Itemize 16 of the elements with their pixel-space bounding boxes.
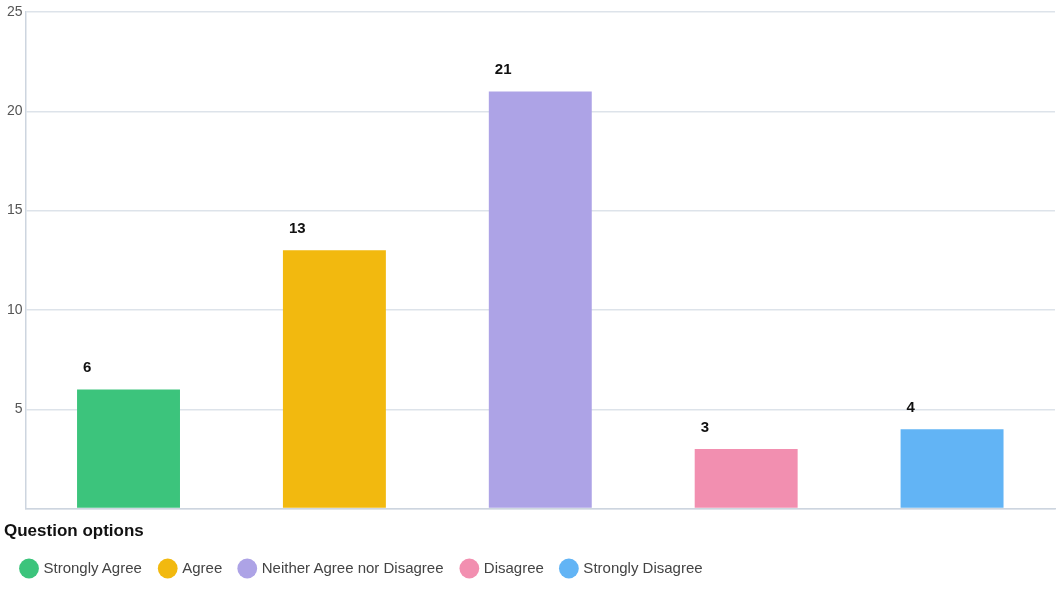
y-tick-label: 15: [6, 201, 23, 218]
legend-label: Strongly Agree: [43, 558, 142, 576]
data-label: 4: [906, 397, 916, 415]
data-label: 3: [700, 417, 710, 435]
legend-label: Neither Agree nor Disagree: [261, 558, 444, 576]
legend-label: Agree: [182, 558, 223, 576]
data-label: 13: [288, 219, 306, 237]
y-tick-label: 5: [14, 400, 23, 417]
legend-label: Disagree: [483, 558, 544, 576]
y-tick-label: 20: [6, 102, 23, 119]
data-label: 21: [494, 60, 512, 78]
y-tick-label: 25: [6, 2, 23, 19]
data-label: 6: [83, 358, 92, 376]
y-tick-label: 10: [6, 300, 23, 317]
legend-label: Strongly Disagree: [583, 558, 703, 576]
legend-title: Question options: [4, 520, 144, 540]
